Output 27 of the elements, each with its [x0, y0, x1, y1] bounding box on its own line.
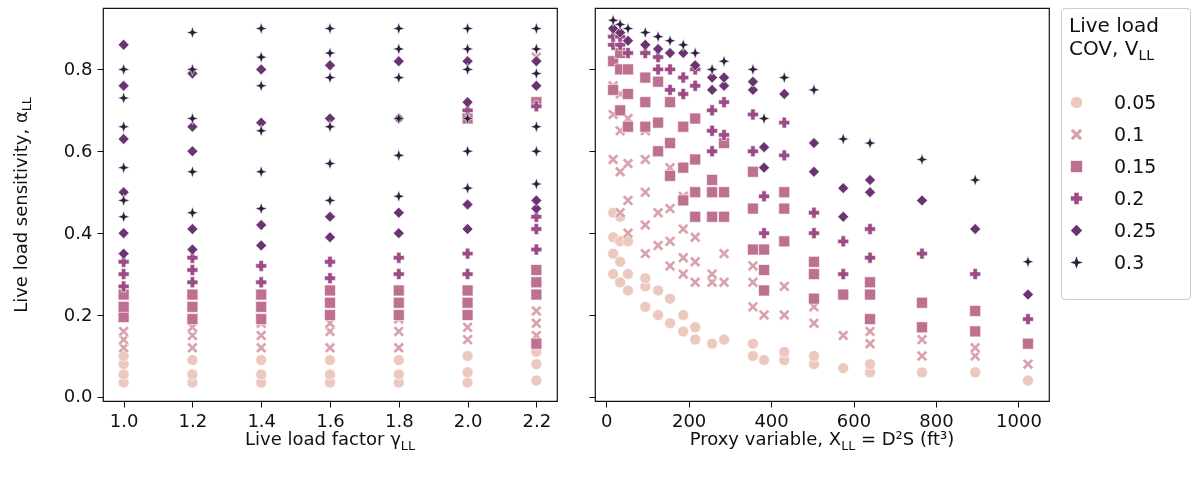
x-tick-label: 1000 [996, 409, 1042, 431]
x-tick-label: 0 [600, 409, 613, 431]
x-tick-label: 400 [754, 409, 789, 431]
x-tick-label: 1.2 [178, 409, 208, 431]
legend-label: 0.3 [1114, 250, 1145, 273]
x-tick-label: 200 [671, 409, 707, 431]
x-tick-label: 800 [919, 409, 954, 431]
y-tick-label: 0.8 [63, 57, 93, 79]
legend-title: Live load COV, V$_{LL}$ [1069, 13, 1160, 64]
x-axis-title: Live load factor γ$_{LL}$ [245, 428, 415, 453]
x-tick-label: 600 [836, 409, 872, 431]
legend-label: 0.1 [1114, 122, 1145, 145]
x-tick-label: 2.2 [522, 409, 552, 431]
y-tick-label: 0.4 [63, 221, 93, 243]
legend-label: 0.25 [1114, 218, 1157, 241]
y-tick-label: 0.2 [63, 303, 93, 325]
y-tick-label: 0.0 [63, 385, 93, 407]
x-tick-label: 1.8 [384, 409, 414, 431]
x-tick-label: 1.6 [316, 409, 345, 431]
x-tick-label: 2.0 [453, 409, 483, 431]
legend-label: 0.05 [1114, 90, 1157, 113]
y-tick-label: 0.6 [63, 139, 93, 161]
legend-label: 0.2 [1114, 186, 1145, 209]
x-tick-label: 1.0 [109, 409, 139, 431]
legend-label: 0.15 [1114, 154, 1157, 177]
x-axis-title: Proxy variable, X$_{LL}$ = D²S (ft³) [689, 428, 955, 453]
x-tick-label: 1.4 [247, 409, 277, 431]
